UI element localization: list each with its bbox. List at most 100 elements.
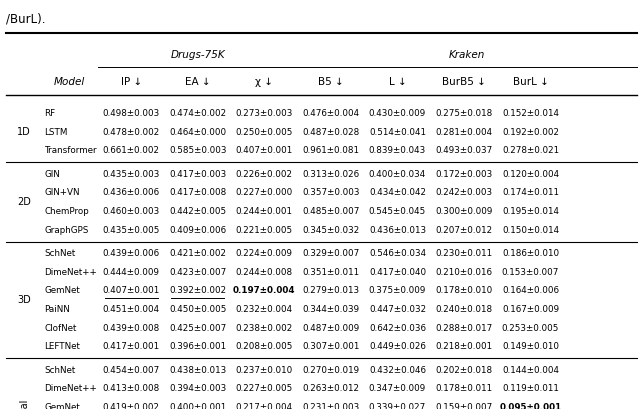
Text: 0.407±0.001: 0.407±0.001 [102,286,160,295]
Text: 0.464±0.000: 0.464±0.000 [169,128,227,137]
Text: 0.430±0.009: 0.430±0.009 [369,109,426,118]
Text: 0.226±0.002: 0.226±0.002 [236,170,293,179]
Text: 0.120±0.004: 0.120±0.004 [502,170,559,179]
Text: 0.439±0.008: 0.439±0.008 [102,324,160,333]
Text: 0.250±0.005: 0.250±0.005 [236,128,293,137]
Text: 0.435±0.003: 0.435±0.003 [102,170,160,179]
Text: 0.351±0.011: 0.351±0.011 [302,267,360,277]
Text: 0.238±0.002: 0.238±0.002 [236,324,293,333]
Text: 0.347±0.009: 0.347±0.009 [369,384,426,393]
Text: 0.281±0.004: 0.281±0.004 [435,128,493,137]
Text: 0.357±0.003: 0.357±0.003 [302,188,360,198]
Text: 0.207±0.012: 0.207±0.012 [435,225,493,235]
Text: 0.451±0.004: 0.451±0.004 [102,305,160,314]
Text: 0.227±0.000: 0.227±0.000 [236,188,293,198]
Text: 0.400±0.001: 0.400±0.001 [169,403,227,409]
Text: GIN+VN: GIN+VN [44,188,79,198]
Text: L ↓: L ↓ [388,77,406,87]
Text: Transformer: Transformer [44,146,97,155]
Text: 0.231±0.003: 0.231±0.003 [302,403,360,409]
Text: 0.273±0.003: 0.273±0.003 [236,109,293,118]
Text: 0.197±0.004: 0.197±0.004 [233,286,296,295]
Text: 0.263±0.012: 0.263±0.012 [302,384,360,393]
Text: 0.242±0.003: 0.242±0.003 [435,188,493,198]
Text: 0.159±0.007: 0.159±0.007 [435,403,493,409]
Text: 0.221±0.005: 0.221±0.005 [236,225,293,235]
Text: 2D: 2D [17,197,31,207]
Text: Kraken: Kraken [449,50,485,60]
Text: GIN: GIN [44,170,60,179]
Text: 0.339±0.027: 0.339±0.027 [369,403,426,409]
Text: 0.417±0.003: 0.417±0.003 [169,170,227,179]
Text: 0.153±0.007: 0.153±0.007 [502,267,559,277]
Text: 0.421±0.002: 0.421±0.002 [169,249,227,258]
Text: 0.487±0.028: 0.487±0.028 [302,128,360,137]
Text: 0.413±0.008: 0.413±0.008 [102,384,160,393]
Text: 0.329±0.007: 0.329±0.007 [302,249,360,258]
Text: SchNet: SchNet [44,366,76,375]
Text: GraphGPS: GraphGPS [44,225,88,235]
Text: 0.435±0.005: 0.435±0.005 [102,225,160,235]
Text: EA ↓: EA ↓ [185,77,211,87]
Text: 0.144±0.004: 0.144±0.004 [502,366,559,375]
Text: 0.375±0.009: 0.375±0.009 [369,286,426,295]
Text: 0.149±0.010: 0.149±0.010 [502,342,559,351]
Text: 0.436±0.006: 0.436±0.006 [102,188,160,198]
Text: 0.167±0.009: 0.167±0.009 [502,305,559,314]
Text: DimeNet++: DimeNet++ [44,384,97,393]
Text: 0.210±0.016: 0.210±0.016 [435,267,493,277]
Text: 0.119±0.011: 0.119±0.011 [502,384,559,393]
Text: 0.438±0.013: 0.438±0.013 [169,366,227,375]
Text: 0.178±0.010: 0.178±0.010 [435,286,493,295]
Text: 0.419±0.002: 0.419±0.002 [102,403,160,409]
Text: 0.454±0.007: 0.454±0.007 [102,366,160,375]
Text: 0.288±0.017: 0.288±0.017 [435,324,493,333]
Text: ClofNet: ClofNet [44,324,77,333]
Text: Model: Model [54,77,85,87]
Text: 0.442±0.005: 0.442±0.005 [169,207,227,216]
Text: GemNet: GemNet [44,286,80,295]
Text: 0.417±0.001: 0.417±0.001 [102,342,160,351]
Text: 0.585±0.003: 0.585±0.003 [169,146,227,155]
Text: 0.661±0.002: 0.661±0.002 [102,146,160,155]
Text: 0.642±0.036: 0.642±0.036 [369,324,426,333]
Text: 0.208±0.005: 0.208±0.005 [236,342,293,351]
Text: 0.498±0.003: 0.498±0.003 [102,109,160,118]
Text: 0.237±0.010: 0.237±0.010 [236,366,293,375]
Text: LEFTNet: LEFTNet [44,342,80,351]
Text: 0.392±0.002: 0.392±0.002 [169,286,227,295]
Text: 0.240±0.018: 0.240±0.018 [435,305,493,314]
Text: 0.409±0.006: 0.409±0.006 [169,225,227,235]
Text: 0.425±0.007: 0.425±0.007 [169,324,227,333]
Text: SchNet: SchNet [44,249,76,258]
Text: 0.478±0.002: 0.478±0.002 [102,128,160,137]
Text: 0.493±0.037: 0.493±0.037 [435,146,493,155]
Text: 0.307±0.001: 0.307±0.001 [302,342,360,351]
Text: 3D: 3D [17,295,31,305]
Text: 0.172±0.003: 0.172±0.003 [435,170,493,179]
Text: 0.436±0.013: 0.436±0.013 [369,225,426,235]
Text: 0.275±0.018: 0.275±0.018 [435,109,493,118]
Text: GemNet: GemNet [44,403,80,409]
Text: 0.417±0.008: 0.417±0.008 [169,188,227,198]
Text: 0.345±0.032: 0.345±0.032 [302,225,360,235]
Text: 0.444±0.009: 0.444±0.009 [102,267,160,277]
Text: 0.514±0.041: 0.514±0.041 [369,128,426,137]
Text: 0.230±0.011: 0.230±0.011 [435,249,493,258]
Text: 0.961±0.081: 0.961±0.081 [302,146,360,155]
Text: 0.487±0.009: 0.487±0.009 [302,324,360,333]
Text: /BurL).: /BurL). [6,12,46,25]
Text: 0.195±0.014: 0.195±0.014 [502,207,559,216]
Text: 0.232±0.004: 0.232±0.004 [236,305,293,314]
Text: 0.432±0.046: 0.432±0.046 [369,366,426,375]
Text: 0.186±0.010: 0.186±0.010 [502,249,559,258]
Text: 0.192±0.002: 0.192±0.002 [502,128,559,137]
Text: PaiNN: PaiNN [44,305,70,314]
Text: 0.224±0.009: 0.224±0.009 [236,249,293,258]
Text: DimeNet++: DimeNet++ [44,267,97,277]
Text: IP ↓: IP ↓ [120,77,142,87]
Text: Multimodal: Multimodal [19,399,29,409]
Text: χ ↓: χ ↓ [255,77,273,87]
Text: 0.400±0.034: 0.400±0.034 [369,170,426,179]
Text: BurB5 ↓: BurB5 ↓ [442,77,486,87]
